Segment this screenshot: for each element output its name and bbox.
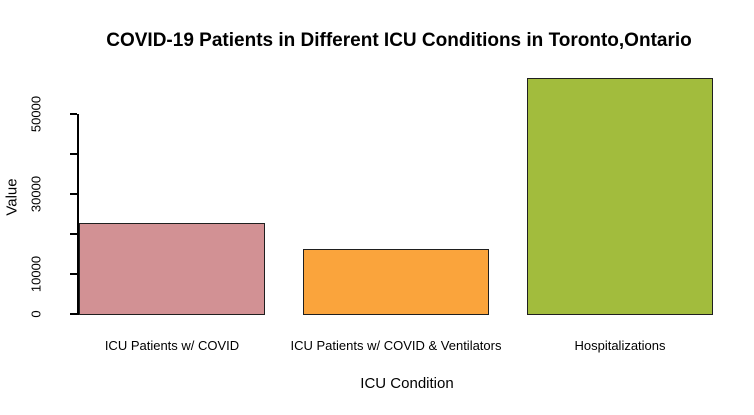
- y-axis-tick-label: 0: [28, 310, 44, 318]
- x-axis-category-label: ICU Patients w/ COVID: [104, 338, 240, 353]
- y-axis-tick: [70, 153, 77, 155]
- x-axis-title: ICU Condition: [360, 375, 454, 392]
- y-axis-tick: [70, 313, 77, 315]
- y-axis-tick: [70, 233, 77, 235]
- y-axis-title: Value: [3, 178, 21, 216]
- y-axis-tick-label: 10000: [28, 255, 44, 293]
- bar: [303, 249, 489, 315]
- y-axis-tick: [70, 273, 77, 275]
- y-axis-tick: [70, 113, 77, 115]
- y-axis-tick: [70, 193, 77, 195]
- y-axis-line: [77, 113, 79, 315]
- bar: [79, 223, 265, 315]
- x-axis-category-label: ICU Patients w/ COVID & Ventilators: [290, 338, 502, 353]
- y-axis-tick-label: 30000: [28, 175, 44, 213]
- x-axis-category-label: Hospitalizations: [574, 338, 666, 353]
- chart-title: COVID-19 Patients in Different ICU Condi…: [106, 30, 692, 51]
- y-axis-tick-label: 50000: [28, 95, 44, 133]
- bar: [527, 78, 713, 315]
